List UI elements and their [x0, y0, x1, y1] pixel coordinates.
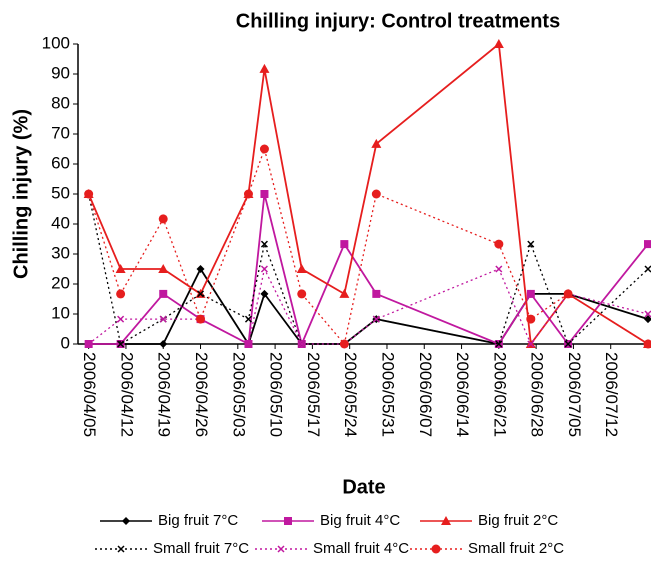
marker [243, 189, 253, 199]
y-tick-label: 90 [51, 63, 70, 82]
marker [527, 340, 535, 348]
series-line [88, 193, 649, 347]
x-tick-label: 2006/04/05 [80, 352, 99, 437]
marker [564, 340, 572, 348]
marker [526, 314, 536, 324]
x-tick-label: 2006/05/03 [229, 352, 248, 437]
marker [122, 517, 130, 525]
x-tick-label: 2006/06/14 [453, 352, 472, 437]
x-tick-label: 2006/05/31 [378, 352, 397, 437]
marker [494, 239, 504, 249]
marker [117, 545, 125, 553]
legend-label: Small fruit 2°C [468, 540, 564, 557]
marker [158, 214, 168, 224]
series-line [87, 42, 649, 347]
y-tick-label: 70 [51, 123, 70, 142]
marker [244, 340, 252, 348]
legend-label: Small fruit 7°C [153, 540, 249, 557]
legend-item: Small fruit 2°C [410, 540, 564, 557]
marker [563, 289, 573, 299]
marker [495, 265, 503, 273]
marker [115, 264, 126, 273]
marker [441, 516, 451, 525]
x-tick-label: 2006/05/24 [341, 352, 360, 437]
y-tick-label: 100 [42, 33, 70, 52]
y-axis-label: Chilling injury (%) [10, 109, 32, 279]
y-tick-label: 20 [51, 273, 70, 292]
x-tick-label: 2006/05/10 [267, 352, 286, 437]
marker [339, 339, 349, 349]
marker [284, 517, 292, 525]
x-tick-label: 2006/06/21 [490, 352, 509, 437]
x-tick-label: 2006/06/28 [528, 352, 547, 437]
y-tick-label: 30 [51, 243, 70, 262]
marker [117, 340, 125, 348]
x-tick-label: 2006/04/19 [155, 352, 174, 437]
marker [260, 240, 268, 248]
legend-item: Big fruit 4°C [262, 512, 400, 529]
marker [196, 314, 206, 324]
marker [644, 310, 651, 318]
marker [85, 340, 93, 348]
marker [526, 289, 535, 298]
y-tick-label: 60 [51, 153, 70, 172]
marker [260, 265, 268, 273]
marker [196, 265, 205, 273]
marker [339, 288, 350, 298]
marker [644, 265, 651, 273]
marker [372, 289, 381, 298]
marker [298, 340, 306, 348]
marker [495, 340, 503, 348]
marker [196, 290, 205, 298]
marker [371, 189, 381, 199]
marker [116, 289, 126, 299]
marker [259, 144, 269, 154]
marker [371, 138, 382, 148]
x-axis-label: Date [342, 476, 385, 498]
marker [158, 264, 169, 273]
y-tick-label: 40 [51, 213, 70, 232]
marker [277, 545, 285, 553]
marker [84, 189, 94, 199]
legend-label: Big fruit 7°C [158, 512, 238, 529]
marker [159, 289, 168, 298]
y-tick-label: 10 [51, 303, 70, 322]
legend-label: Big fruit 2°C [478, 512, 558, 529]
legend-item: Big fruit 7°C [100, 512, 238, 529]
marker [244, 315, 252, 323]
legend-item: Small fruit 7°C [95, 540, 249, 557]
marker [159, 315, 167, 323]
y-tick-label: 80 [51, 93, 70, 112]
x-tick-label: 2006/05/17 [304, 352, 323, 437]
x-tick-label: 2006/07/05 [565, 352, 584, 437]
marker [117, 315, 125, 323]
x-tick-label: 2006/07/12 [602, 352, 621, 437]
marker [431, 544, 441, 554]
legend-item: Big fruit 2°C [420, 512, 558, 529]
marker [260, 190, 269, 198]
marker [260, 289, 269, 298]
marker [296, 264, 307, 273]
marker [159, 340, 168, 348]
marker [297, 289, 307, 299]
legend-label: Big fruit 4°C [320, 512, 400, 529]
legend-label: Small fruit 4°C [313, 540, 409, 557]
marker [644, 240, 651, 249]
marker [372, 315, 380, 323]
marker [643, 339, 651, 349]
series-line [88, 193, 649, 346]
x-tick-label: 2006/04/12 [117, 352, 136, 437]
marker [493, 39, 504, 48]
x-tick-label: 2006/06/07 [416, 352, 435, 437]
y-tick-label: 0 [61, 333, 70, 352]
x-tick-label: 2006/04/26 [192, 352, 211, 437]
y-tick-label: 50 [51, 183, 70, 202]
marker [259, 63, 270, 73]
legend-item: Small fruit 4°C [255, 540, 409, 557]
marker [340, 240, 349, 249]
marker [644, 315, 651, 324]
chart-title: Chilling injury: Control treatments [236, 10, 560, 32]
marker [527, 240, 535, 248]
